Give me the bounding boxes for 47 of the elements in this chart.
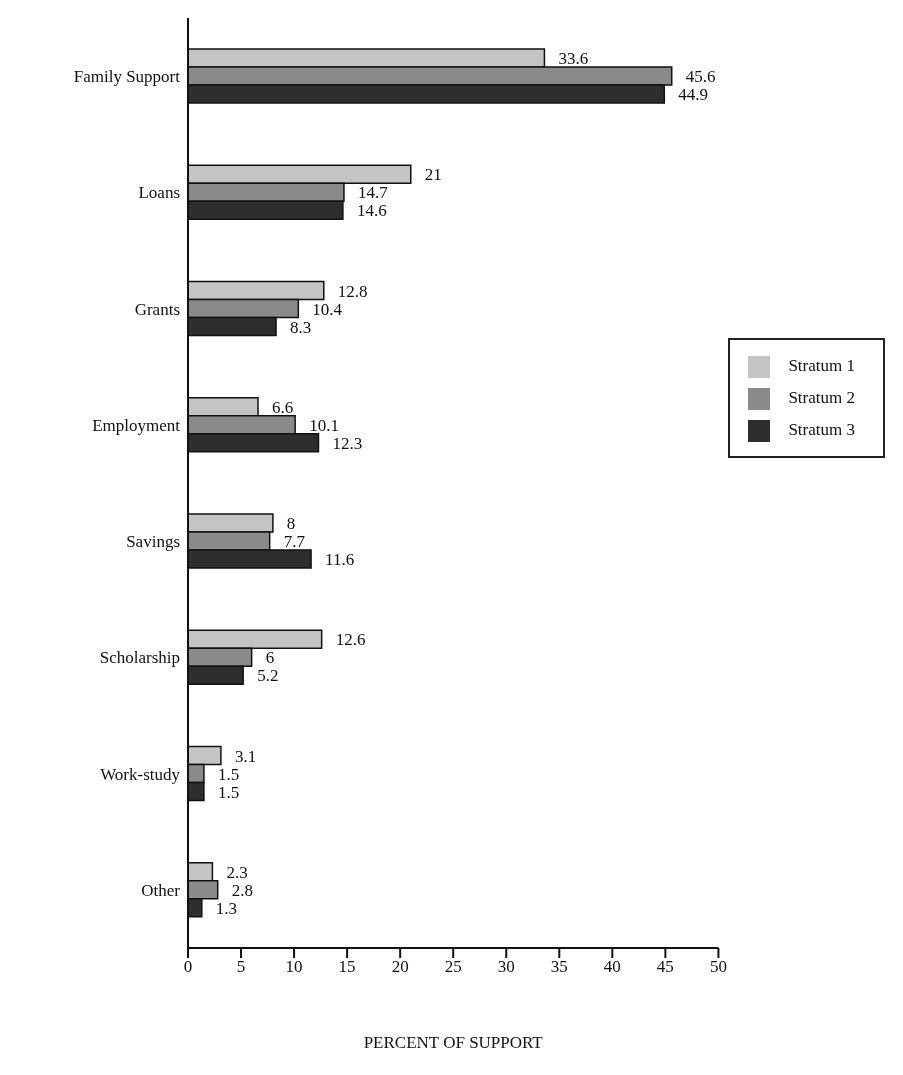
data-label: 12.6 bbox=[335, 630, 366, 650]
legend-label: Stratum 3 bbox=[788, 420, 855, 439]
x-tick-label: 25 bbox=[444, 957, 462, 977]
data-label: 33.6 bbox=[558, 49, 589, 69]
x-tick-label: 5 bbox=[236, 957, 246, 977]
data-label: 3.1 bbox=[234, 746, 257, 766]
data-label: 14.7 bbox=[357, 183, 389, 203]
data-label: 8 bbox=[286, 514, 296, 534]
data-label: 21 bbox=[424, 165, 442, 185]
x-tick-label: 45 bbox=[656, 957, 674, 977]
x-tick-label: 20 bbox=[391, 957, 409, 977]
data-label: 1.5 bbox=[217, 764, 240, 784]
x-tick-label: 35 bbox=[550, 957, 568, 977]
x-tick-label: 30 bbox=[497, 957, 515, 977]
data-label: 44.9 bbox=[678, 85, 709, 105]
y-tick-label: Employment bbox=[92, 415, 181, 435]
y-tick-label: Family Support bbox=[73, 67, 181, 87]
y-tick-label: Grants bbox=[134, 299, 180, 319]
y-tick-label: Loans bbox=[138, 183, 180, 203]
data-label: 6 bbox=[265, 648, 275, 668]
y-tick-label: Work-study bbox=[100, 764, 181, 784]
x-tick-label: 15 bbox=[338, 957, 356, 977]
data-label: 12.8 bbox=[337, 281, 368, 301]
data-label: 12.3 bbox=[332, 433, 363, 453]
data-label: 1.3 bbox=[215, 898, 238, 918]
data-label: 8.3 bbox=[290, 317, 312, 337]
legend-label: Stratum 1 bbox=[788, 356, 855, 375]
x-axis-title: PERCENT OF SUPPORT bbox=[363, 1033, 544, 1052]
data-label: 10.1 bbox=[309, 415, 339, 435]
data-label: 10.4 bbox=[312, 299, 343, 319]
data-label: 2.8 bbox=[231, 880, 253, 900]
x-tick-label: 50 bbox=[709, 957, 727, 977]
data-label: 6.6 bbox=[272, 397, 294, 417]
y-tick-label: Other bbox=[141, 880, 181, 900]
data-label: 14.6 bbox=[356, 201, 387, 221]
data-label: 7.7 bbox=[283, 532, 306, 552]
x-tick-label: 40 bbox=[603, 957, 621, 977]
x-tick-label: 10 bbox=[285, 957, 303, 977]
data-label: 45.6 bbox=[685, 67, 716, 87]
y-tick-label: Savings bbox=[126, 532, 180, 552]
x-tick-label: 0 bbox=[183, 957, 193, 977]
legend-label: Stratum 2 bbox=[788, 388, 855, 407]
data-label: 11.6 bbox=[325, 550, 355, 570]
data-label: 1.5 bbox=[217, 782, 240, 802]
y-tick-label: Scholarship bbox=[99, 648, 180, 668]
data-label: 2.3 bbox=[226, 862, 248, 882]
data-label: 5.2 bbox=[257, 666, 279, 686]
